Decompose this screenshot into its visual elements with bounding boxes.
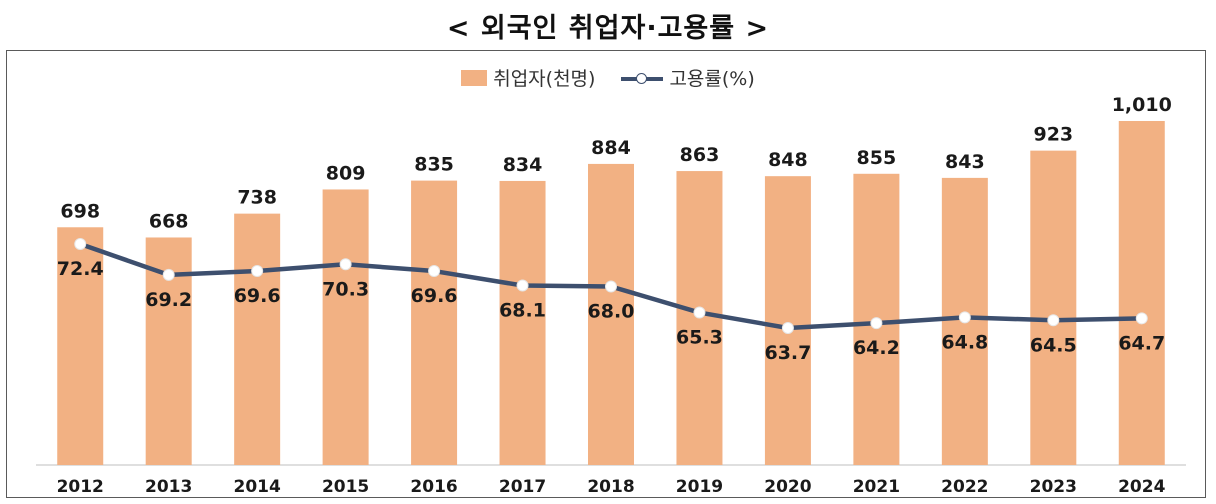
rate-label-2024: 64.7 [1118,332,1165,354]
bar-label-2019: 863 [680,144,720,166]
rate-point-2020 [781,322,794,334]
rate-label-2021: 64.2 [853,337,900,359]
bar-2024 [1118,121,1165,465]
rate-point-2021 [870,317,883,330]
bar-label-2023: 923 [1033,124,1073,146]
rate-point-2015 [339,258,352,271]
rate-point-2023 [1047,314,1060,327]
bar-2016 [411,180,458,466]
bar-label-2018: 884 [591,137,631,159]
rate-point-2019 [693,306,706,319]
bar-2012 [57,227,104,465]
chart-title: < 외국인 취업자·고용률 > [446,13,770,44]
rate-label-2022: 64.8 [941,331,988,353]
legend-bar-swatch [461,69,488,86]
rate-point-2014 [251,265,264,278]
bar-label-2022: 843 [945,151,985,173]
x-tick-2019: 2019 [676,477,723,497]
bar-2018 [588,163,634,465]
rate-label-2016: 69.6 [411,285,458,307]
bar-label-2020: 848 [768,149,808,171]
bar-label-2021: 855 [857,147,897,169]
rate-label-2014: 69.6 [234,285,281,307]
bar-label-2016: 835 [414,154,454,176]
x-tick-2013: 2013 [145,477,192,497]
x-tick-2017: 2017 [499,477,546,497]
x-tick-2018: 2018 [587,477,634,497]
legend-line-marker [621,70,664,86]
bar-label-2012: 698 [60,200,100,222]
legend-label-employed: 취업자(천명) [493,68,596,90]
rate-label-2013: 69.2 [145,289,192,311]
rate-point-2024 [1135,312,1148,325]
x-tick-2024: 2024 [1118,477,1165,497]
bar-label-2017: 834 [503,154,543,176]
rate-label-2020: 63.7 [764,342,811,364]
x-tick-2015: 2015 [322,477,369,497]
bar-2017 [499,180,546,465]
bar-2020 [764,176,811,465]
bar-label-2024: 1,010 [1112,94,1172,116]
legend-label-rate: 고용률(%) [669,68,755,90]
rate-point-2016 [428,265,441,278]
x-tick-2023: 2023 [1030,477,1077,497]
bar-2015 [322,189,369,465]
x-tick-2012: 2012 [57,477,104,497]
chart-frame [6,50,1206,498]
x-tick-2022: 2022 [941,477,988,497]
rate-point-2018 [605,280,617,293]
bar-label-2015: 809 [326,162,366,184]
rate-point-2013 [162,268,175,281]
rate-label-2023: 64.5 [1030,334,1077,356]
rate-label-2015: 70.3 [322,278,369,300]
bar-label-2014: 738 [237,187,277,209]
bar-label-2013: 668 [149,210,189,232]
legend: 취업자(천명) 고용률(%) [0,64,1216,91]
rate-point-2017 [516,279,529,292]
rate-point-2012 [74,238,87,250]
x-tick-2020: 2020 [764,477,811,497]
rate-point-2022 [958,311,971,324]
bar-2023 [1030,150,1077,465]
legend-item-employed: 취업자(천명) [461,64,595,91]
rate-label-2018: 68.0 [588,300,635,322]
rate-label-2017: 68.1 [499,300,546,322]
x-tick-2014: 2014 [233,477,280,497]
x-tick-2021: 2021 [853,477,900,497]
rate-label-2019: 65.3 [676,327,723,349]
legend-item-rate: 고용률(%) [621,64,755,91]
bar-2014 [234,213,281,465]
rate-label-2012: 72.4 [57,258,104,280]
x-tick-2016: 2016 [410,477,457,497]
